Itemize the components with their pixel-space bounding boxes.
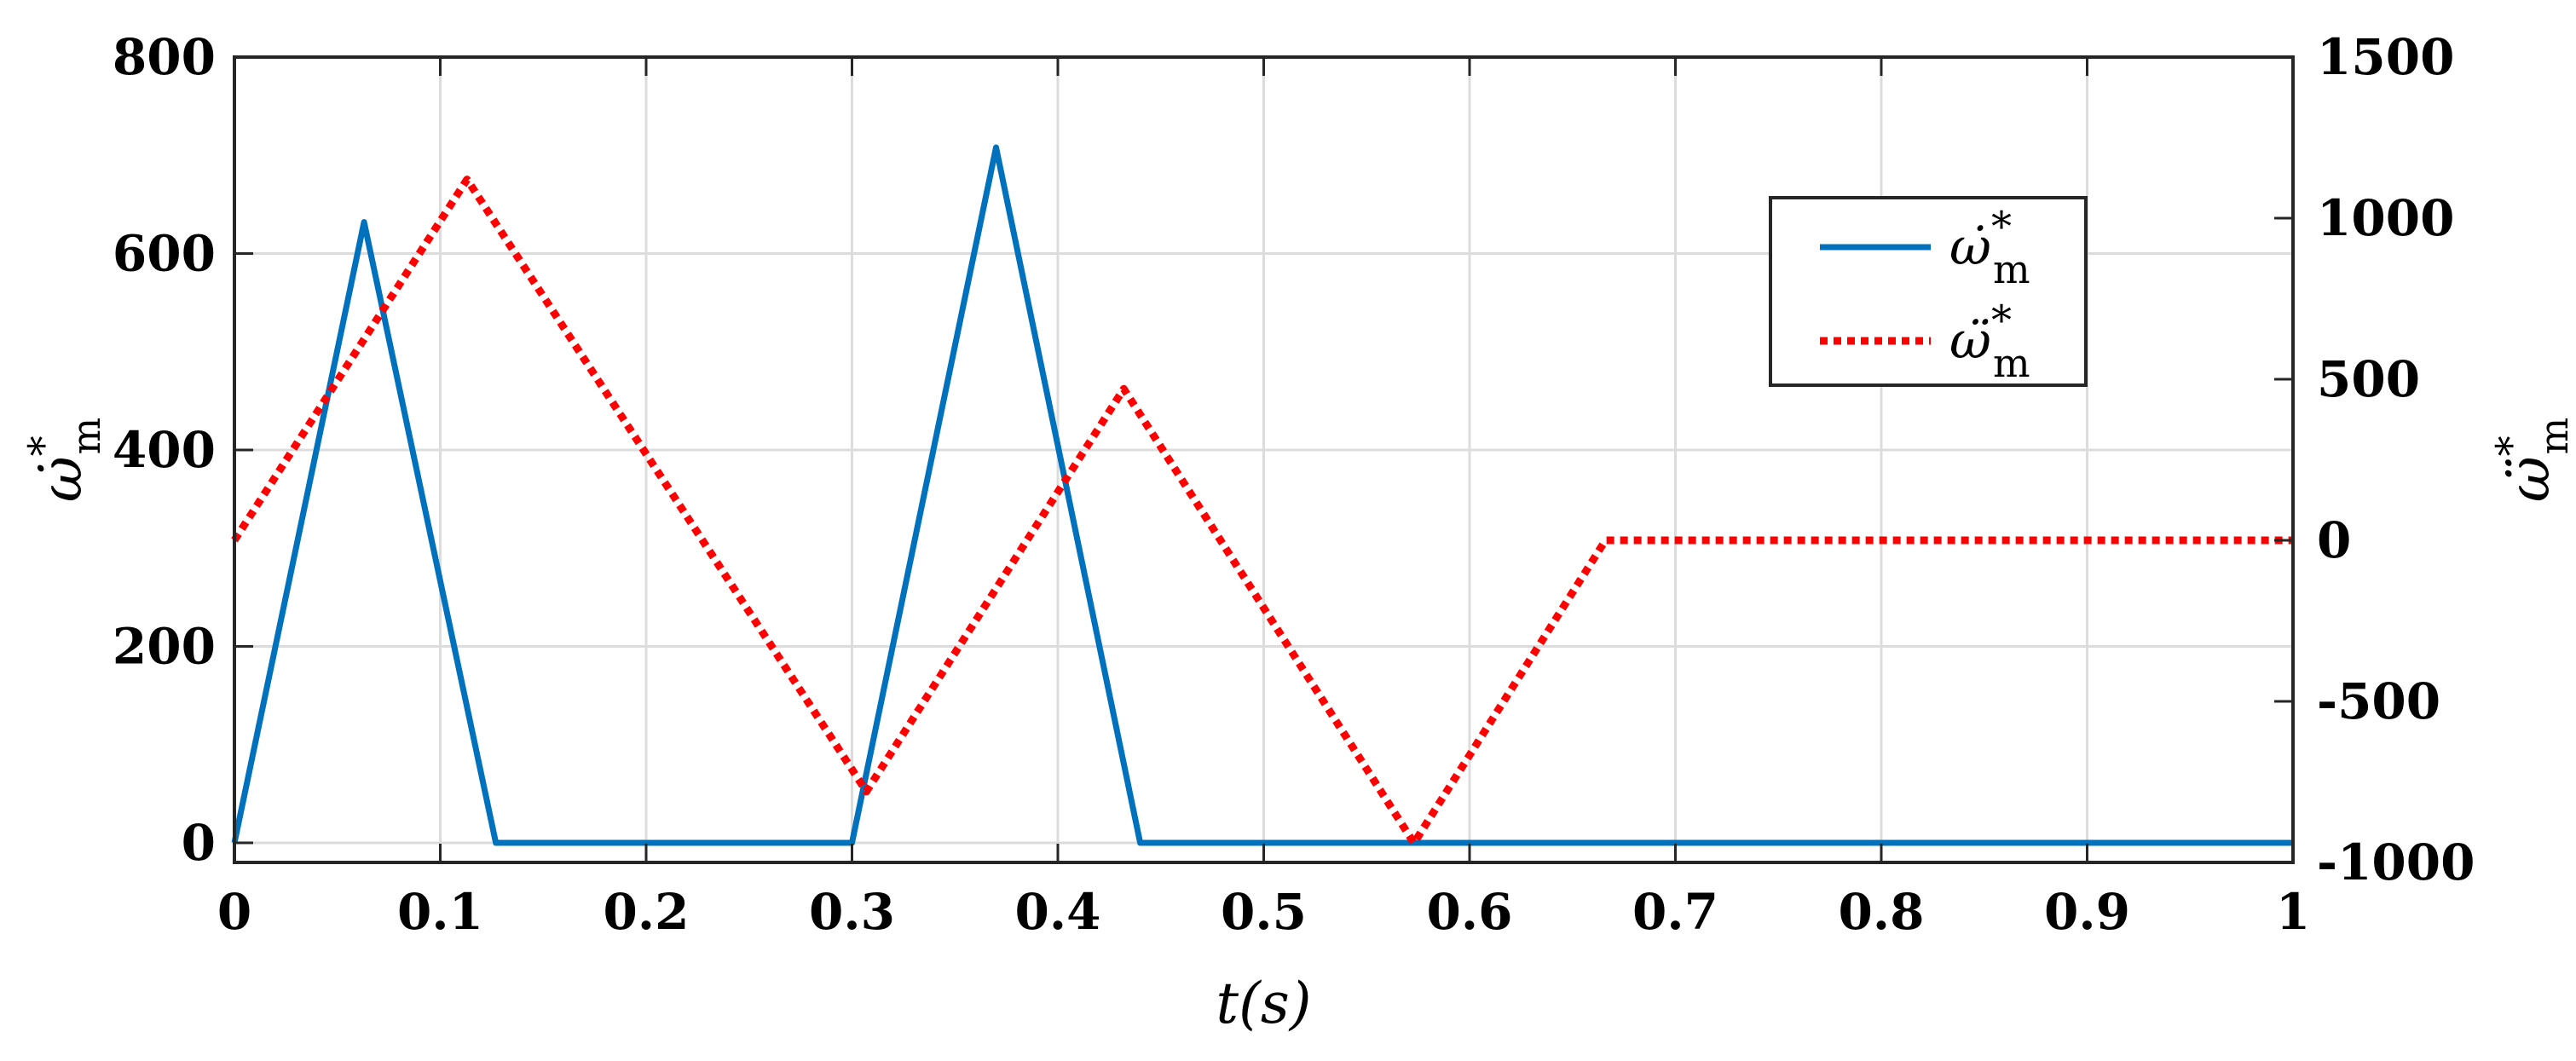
series-line-0 <box>231 144 2293 846</box>
y-left-tick-label: 200 <box>113 617 216 675</box>
x-tick-label: 0.8 <box>1839 883 1925 941</box>
legend-label-0: ω̇* m <box>1949 203 2030 292</box>
y-right-tick-label: 0 <box>2317 511 2351 569</box>
y-left-tick-label: 600 <box>113 224 216 282</box>
y-right-tick-label: 1000 <box>2317 189 2454 247</box>
x-tick-label: 0.9 <box>2044 883 2130 941</box>
x-tick-label: 0.3 <box>809 883 895 941</box>
y-left-tick-label: 400 <box>113 421 216 479</box>
x-tick-label: 0.1 <box>397 883 483 941</box>
ticks: 0 0.1 0.2 0.3 0.4 0.5 0.6 0.7 0.8 0.9 1 0 200 400 600 8… <box>113 28 2475 941</box>
y-right-tick-label: 1500 <box>2317 28 2454 86</box>
legend-label-1: ω̈* m <box>1949 297 2030 386</box>
y-left-tick-label: 800 <box>113 28 216 86</box>
y-right-tick-label: -1000 <box>2317 833 2475 891</box>
x-tick-label: 0.7 <box>1632 883 1718 941</box>
x-tick-label: 0.5 <box>1221 883 1307 941</box>
y-left-tick-label: 0 <box>182 814 216 872</box>
series-line-1 <box>231 176 2293 847</box>
x-tick-label: 0.4 <box>1015 883 1101 941</box>
x-tick-label: 0 <box>217 883 251 941</box>
legend: ω̇* mω̈* m <box>1769 196 2088 387</box>
y-right-tick-label: 500 <box>2317 350 2420 408</box>
y-right-tick-label: -500 <box>2317 672 2440 730</box>
x-tick-label: 1 <box>2276 883 2310 941</box>
series-layer <box>231 144 2293 847</box>
x-tick-label: 0.6 <box>1427 883 1513 941</box>
legend-box <box>1769 196 2088 387</box>
x-tick-label: 0.2 <box>604 883 690 941</box>
y-axis-left-label: ω̇*m <box>20 418 109 502</box>
x-axis-label: t(s) <box>1216 971 1312 1036</box>
y-axis-right-label: ω̈*m <box>2487 418 2576 502</box>
